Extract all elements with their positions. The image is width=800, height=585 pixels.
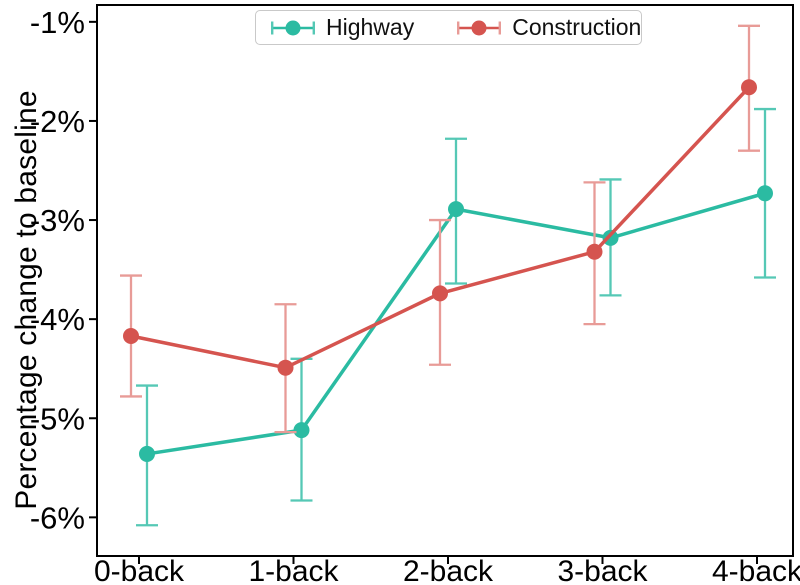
highway-marker [602, 229, 619, 246]
highway-marker [757, 185, 773, 202]
legend-item-construction: Construction [456, 16, 641, 39]
y-tick-label: -5% [30, 401, 85, 436]
y-tick-label: -6% [30, 500, 85, 535]
y-tick-label: -4% [30, 302, 85, 337]
construction-errorbar-icon [456, 18, 502, 38]
legend-label-highway: Highway [326, 14, 415, 40]
y-axis-title: Percentage change to baseline [10, 90, 43, 510]
construction-marker [586, 243, 603, 260]
highway-errorbar-icon [270, 18, 316, 38]
legend-label-construction: Construction [512, 14, 642, 40]
construction-marker [277, 359, 294, 376]
construction-marker [432, 285, 448, 302]
x-tick-label: 3-back [557, 555, 648, 585]
x-tick-label: 1-back [248, 555, 339, 585]
x-tick-label: 4-back [712, 555, 800, 585]
plot-border [96, 4, 794, 557]
highway-marker [139, 445, 155, 462]
x-tick-label: 0-back [94, 555, 185, 585]
legend-item-highway: Highway [270, 16, 414, 39]
y-tick-label: -1% [30, 5, 85, 40]
y-tick-label: -3% [30, 203, 85, 238]
highway-marker [448, 201, 464, 218]
construction-marker [123, 327, 139, 344]
legend: Highway Construction [255, 10, 642, 45]
highway-marker [293, 422, 310, 439]
construction-marker [741, 79, 757, 96]
x-tick-label: 2-back [403, 555, 494, 585]
y-tick-label: -2% [30, 104, 85, 139]
